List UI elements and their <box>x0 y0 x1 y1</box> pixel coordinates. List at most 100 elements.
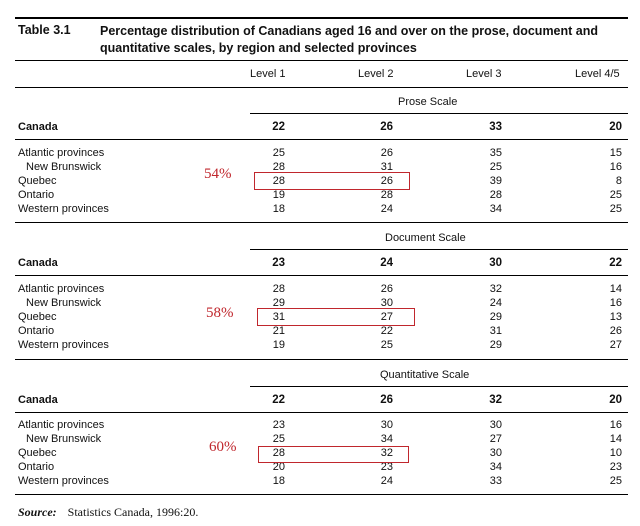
highlight-box <box>258 446 409 463</box>
cell-value: 21 <box>272 325 285 337</box>
cell-value: 30 <box>380 297 393 309</box>
cell-value: 34 <box>489 203 502 215</box>
top-rule <box>15 17 628 19</box>
row-label: Ontario <box>18 189 55 201</box>
cell-value: 16 <box>609 161 622 173</box>
cell-value: 24 <box>380 475 393 487</box>
cell-value: 25 <box>489 161 502 173</box>
cell-value: 19 <box>272 339 285 351</box>
canada-value: 22 <box>272 394 285 406</box>
cell-value: 14 <box>609 433 622 445</box>
scale-rule-quantitative <box>250 386 628 387</box>
cell-value: 31 <box>272 311 285 323</box>
cell-value: 25 <box>272 433 285 445</box>
title-rule <box>15 60 628 61</box>
scale-rule-document <box>250 249 628 250</box>
cell-value: 32 <box>380 447 393 459</box>
cell-value: 29 <box>272 297 285 309</box>
cell-value: 34 <box>489 461 502 473</box>
cell-value: 30 <box>380 419 393 431</box>
cell-value: 8 <box>615 175 622 187</box>
cell-value: 26 <box>380 283 393 295</box>
cell-value: 27 <box>380 311 393 323</box>
cell-value: 18 <box>272 203 285 215</box>
cell-value: 26 <box>380 175 393 187</box>
cell-value: 13 <box>609 311 622 323</box>
row-label: Western provinces <box>18 475 109 487</box>
scale-rule-prose <box>250 113 628 114</box>
row-label: Western provinces <box>18 203 109 215</box>
highlight-box <box>257 308 415 326</box>
annotation-percent: 54% <box>204 166 232 182</box>
table-number: Table 3.1 <box>18 23 71 37</box>
cell-value: 20 <box>272 461 285 473</box>
canada-rule <box>15 412 628 413</box>
row-label: Atlantic provinces <box>18 283 105 295</box>
cell-value: 25 <box>609 203 622 215</box>
cell-value: 14 <box>609 283 622 295</box>
canada-label: Canada <box>18 121 58 133</box>
cell-value: 39 <box>489 175 502 187</box>
canada-value: 22 <box>272 121 285 133</box>
cell-value: 30 <box>489 447 502 459</box>
cell-value: 27 <box>609 339 622 351</box>
table-title: Percentage distribution of Canadians age… <box>100 24 599 55</box>
cell-value: 26 <box>380 147 393 159</box>
row-label: New Brunswick <box>26 161 102 173</box>
cell-value: 25 <box>609 189 622 201</box>
cell-value: 28 <box>489 189 502 201</box>
highlight-box <box>254 172 410 190</box>
col-header-level-1: Level 1 <box>250 68 286 80</box>
cell-value: 28 <box>272 283 285 295</box>
row-label: Quebec <box>18 175 57 187</box>
cell-value: 16 <box>609 297 622 309</box>
source-label: Source: <box>18 505 57 519</box>
source-text: Statistics Canada, 1996:20. <box>67 505 199 519</box>
annotation-percent: 60% <box>209 439 237 455</box>
cell-value: 24 <box>380 203 393 215</box>
section-rule <box>15 222 628 223</box>
colhead-rule <box>15 87 628 88</box>
canada-value: 22 <box>609 257 622 269</box>
cell-value: 29 <box>489 339 502 351</box>
canada-value: 20 <box>609 394 622 406</box>
canada-value: 26 <box>380 394 393 406</box>
cell-value: 15 <box>609 147 622 159</box>
canada-label: Canada <box>18 257 58 269</box>
row-label: Atlantic provinces <box>18 147 105 159</box>
row-label: New Brunswick <box>26 297 102 309</box>
canada-value: 23 <box>272 257 285 269</box>
cell-value: 28 <box>272 161 285 173</box>
canada-label: Canada <box>18 394 58 406</box>
row-label: Ontario <box>18 325 55 337</box>
cell-value: 28 <box>272 447 285 459</box>
cell-value: 24 <box>489 297 502 309</box>
canada-value: 30 <box>489 257 502 269</box>
cell-value: 27 <box>489 433 502 445</box>
cell-value: 35 <box>489 147 502 159</box>
cell-value: 31 <box>489 325 502 337</box>
cell-value: 25 <box>380 339 393 351</box>
row-label: Quebec <box>18 447 57 459</box>
canada-value: 24 <box>380 257 393 269</box>
row-label: Atlantic provinces <box>18 419 105 431</box>
row-label: Ontario <box>18 461 55 473</box>
canada-value: 20 <box>609 121 622 133</box>
bottom-rule <box>15 494 628 495</box>
cell-value: 31 <box>380 161 393 173</box>
cell-value: 23 <box>609 461 622 473</box>
cell-value: 23 <box>272 419 285 431</box>
cell-value: 19 <box>272 189 285 201</box>
cell-value: 32 <box>489 283 502 295</box>
cell-value: 28 <box>272 175 285 187</box>
canada-rule <box>15 139 628 140</box>
row-label: New Brunswick <box>26 433 102 445</box>
canada-rule <box>15 275 628 276</box>
col-header-level-45: Level 4/5 <box>575 68 620 80</box>
annotation-percent: 58% <box>206 305 234 321</box>
cell-value: 22 <box>380 325 393 337</box>
cell-value: 28 <box>380 189 393 201</box>
cell-value: 23 <box>380 461 393 473</box>
cell-value: 33 <box>489 475 502 487</box>
cell-value: 30 <box>489 419 502 431</box>
